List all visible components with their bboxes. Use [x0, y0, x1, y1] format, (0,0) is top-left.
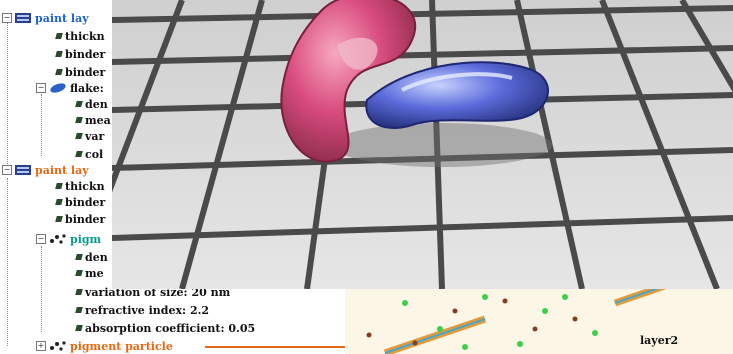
- tree-item-binder[interactable]: binder: [55, 64, 106, 80]
- layer-icon: [15, 13, 31, 23]
- property-icon: [75, 151, 83, 157]
- tree-connector: [7, 178, 8, 346]
- tree-item-density[interactable]: den: [75, 96, 108, 112]
- paint-layer-label: paint lay: [35, 11, 89, 25]
- property-label: binder: [65, 195, 106, 209]
- tree-item-variation[interactable]: var: [75, 128, 105, 144]
- pigment-diagram: [345, 289, 733, 354]
- tree-connector: [7, 20, 8, 170]
- diagram-caption: layer2: [640, 334, 679, 347]
- pigment-particle-label: pigment particle: [70, 339, 173, 353]
- flake-label: flake:: [70, 81, 104, 95]
- expand-icon[interactable]: +: [36, 341, 46, 351]
- property-icon: [75, 325, 83, 331]
- tree-item-mean[interactable]: me: [75, 265, 104, 281]
- flake-icon: [50, 83, 66, 93]
- tree-item-mean[interactable]: mea: [75, 112, 111, 128]
- property-label: den: [85, 97, 108, 111]
- tree-item-binder[interactable]: binder: [55, 46, 106, 62]
- render-image: [112, 0, 733, 289]
- collapse-icon[interactable]: −: [2, 165, 12, 175]
- property-icon: [55, 69, 63, 75]
- property-label: binder: [65, 212, 106, 226]
- tree-node-pigment-particle[interactable]: + pigment particle: [36, 338, 173, 354]
- pigment-icon: [50, 341, 66, 351]
- tree-node-flake[interactable]: − flake:: [36, 80, 104, 96]
- tree-item-thickness[interactable]: thickn: [55, 28, 105, 44]
- tree-item-density[interactable]: den: [75, 249, 108, 265]
- tree-item-absorption-coefficient[interactable]: absorption coefficient: 0.05: [75, 320, 256, 336]
- property-label: col: [85, 147, 104, 161]
- pigment-illustration: [366, 289, 667, 354]
- tree-connector: [41, 246, 42, 332]
- property-label: thickn: [65, 179, 105, 193]
- property-icon: [75, 133, 83, 139]
- property-icon: [75, 101, 83, 107]
- paint-layer-label: paint lay: [35, 163, 89, 177]
- property-icon: [55, 183, 63, 189]
- layer-icon: [15, 165, 31, 175]
- pigment-icon: [50, 234, 66, 244]
- tree-item-refractive-index[interactable]: refractive index: 2.2: [75, 302, 210, 318]
- property-icon: [75, 117, 83, 123]
- annotation-arrow: [205, 346, 345, 348]
- property-label: me: [85, 266, 104, 280]
- tree-node-paint-layer-1[interactable]: − paint lay: [2, 10, 89, 26]
- property-icon: [75, 289, 83, 295]
- property-label: var: [85, 129, 105, 143]
- collapse-icon[interactable]: −: [36, 83, 46, 93]
- property-icon: [55, 216, 63, 222]
- property-icon: [75, 307, 83, 313]
- property-icon: [55, 51, 63, 57]
- tree-item-binder[interactable]: binder: [55, 211, 106, 227]
- property-icon: [55, 33, 63, 39]
- tree-item-thickness[interactable]: thickn: [55, 178, 105, 194]
- tree-node-paint-layer-2[interactable]: − paint lay: [2, 162, 89, 178]
- property-label: refractive index: 2.2: [85, 303, 210, 317]
- pigment-label: pigm: [70, 232, 102, 246]
- tree-node-pigment[interactable]: − pigm: [36, 231, 101, 247]
- property-label: binder: [65, 65, 106, 79]
- property-label: thickn: [65, 29, 105, 43]
- property-icon: [75, 254, 83, 260]
- collapse-icon[interactable]: −: [2, 13, 12, 23]
- tree-item-binder[interactable]: binder: [55, 194, 106, 210]
- property-label: absorption coefficient: 0.05: [85, 321, 256, 335]
- property-icon: [75, 270, 83, 276]
- render-preview: [112, 0, 733, 289]
- property-icon: [55, 199, 63, 205]
- property-label: binder: [65, 47, 106, 61]
- collapse-icon[interactable]: −: [36, 234, 46, 244]
- tree-item-color[interactable]: col: [75, 146, 104, 162]
- property-label: mea: [85, 113, 111, 127]
- property-label: den: [85, 250, 108, 264]
- tree-connector: [41, 94, 42, 156]
